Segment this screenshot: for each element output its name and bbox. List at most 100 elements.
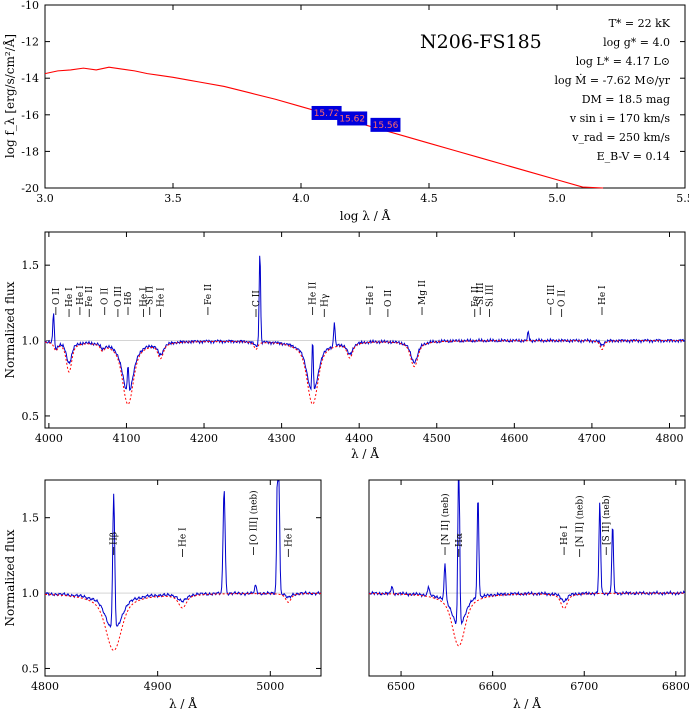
photometry-label: 15.72 (314, 109, 340, 119)
blue-spectrum-xtick-label: 4500 (423, 432, 451, 445)
halpha-line-id-label: He I (560, 525, 570, 545)
param-ebv: E_B-V = 0.14 (597, 150, 670, 163)
halpha-xtick-label: 6700 (570, 680, 598, 693)
hbeta-xlabel: λ / Å (169, 696, 197, 711)
photometry-label: 15.62 (339, 114, 365, 124)
blue-spectrum-line-id-label: He I (598, 285, 608, 305)
halpha-xtick-label: 6600 (479, 680, 507, 693)
blue-spectrum-line-id-label: O II (101, 287, 111, 305)
hbeta-panel: 4800 4900 5000 0.5 1.0 1.5 Hβ He I [O III] (neb… (3, 479, 322, 711)
blue-spectrum-line-id-label: Fe II (204, 284, 214, 305)
blue-spectrum-line-id-label: He I (157, 287, 167, 307)
blue-spectrum-ytick-label: 1.0 (22, 335, 40, 348)
photometry-box (337, 111, 368, 126)
blue-spectrum-line-id-label: He I (65, 287, 75, 307)
sed-frame (44, 4, 686, 189)
halpha-curves (368, 480, 686, 647)
sed-xlabel: log λ / Å (340, 208, 391, 223)
sed-xtick-label: 5.0 (548, 192, 566, 205)
blue-spectrum-panel: 4000 4100 4200 4300 4400 4500 4600 4700 4800 0.5 1… (3, 231, 686, 461)
blue-spectrum-xtick-label: 4600 (500, 432, 528, 445)
blue-spectrum-line-id-label: O II (558, 289, 568, 307)
halpha-frame (368, 479, 686, 677)
blue-spectrum-line-id-label: Si III (486, 284, 496, 307)
photometry-box (370, 117, 401, 132)
blue-spectrum-line-id-label: O III (114, 286, 124, 307)
halpha-xtick-label: 6800 (662, 680, 689, 693)
sed-model-curve (44, 66, 604, 189)
blue-spectrum-ytick-label: 1.5 (22, 259, 40, 272)
halpha-line-id-label: [S II] (neb) (601, 495, 612, 545)
blue-spectrum-xtick-label: 4700 (578, 432, 606, 445)
halpha-panel: 6500 6600 6700 6800 [N II] (neb) Hα He I [N II… (368, 479, 689, 711)
hbeta-ylabel: Normalized flux (3, 529, 17, 626)
blue-spectrum-xtick-label: 4000 (35, 432, 63, 445)
param-vrad: v_rad = 250 km/s (571, 131, 670, 144)
halpha-line-ids: [N II] (neb) Hα He I [N II] (neb) [S II] (ne… (440, 493, 612, 557)
blue-spectrum-line-id-label: He II (309, 281, 319, 305)
sed-ticks: 3.0 3.5 4.0 4.5 5.0 5.5 -20 -18 -16 -14 -12 -10 (21, 0, 689, 205)
hbeta-observed-spectrum (44, 480, 322, 629)
blue-spectrum-line-id-label: Mg II (418, 280, 428, 305)
sed-xtick-label: 5.5 (676, 192, 689, 205)
blue-spectrum-ytick-label: 0.5 (22, 410, 40, 423)
halpha-line-id-label: Hα (455, 533, 465, 547)
hbeta-ytick-label: 1.0 (22, 587, 40, 600)
sed-ytick-label: -10 (21, 0, 39, 12)
sed-xtick-label: 4.5 (420, 192, 438, 205)
hbeta-ticks: 4800 4900 5000 0.5 1.0 1.5 (22, 480, 321, 693)
hbeta-xtick-label: 4900 (144, 680, 172, 693)
hbeta-line-ids: Hβ He I [O III] (neb) He I (110, 490, 294, 557)
blue-spectrum-line-id-label: C II (252, 290, 262, 307)
hbeta-line-id-label: He I (178, 527, 188, 547)
blue-spectrum-xtick-label: 4800 (655, 432, 683, 445)
hbeta-model-spectrum (44, 592, 322, 651)
sed-ytick-label: -14 (21, 72, 39, 85)
blue-spectrum-model-spectrum (44, 340, 685, 405)
halpha-xlabel: λ / Å (513, 696, 541, 711)
blue-spectrum-line-id-label: He I (140, 287, 150, 307)
sed-xtick-label: 3.5 (164, 192, 182, 205)
sed-xtick-label: 3.0 (36, 192, 54, 205)
halpha-xtick-label: 6500 (387, 680, 415, 693)
hbeta-ytick-label: 0.5 (22, 662, 40, 675)
blue-spectrum-curves (44, 255, 686, 405)
blue-spectrum-line-id-label: Fe II (85, 286, 95, 307)
halpha-observed-spectrum (368, 480, 686, 626)
sed-title: N206-FS185 (420, 31, 542, 53)
hbeta-ytick-label: 1.5 (22, 512, 40, 525)
blue-spectrum-line-id-label: C III (547, 284, 557, 305)
blue-spectrum-line-id-label: Si II (146, 286, 156, 305)
photometry-box (311, 105, 342, 120)
param-teff: T* = 22 kK (609, 17, 671, 30)
sed-panel: 3.0 3.5 4.0 4.5 5.0 5.5 -20 -18 -16 -14 -12 -10 15.… (2, 0, 689, 223)
halpha-line-id-label: [N II] (neb) (440, 493, 451, 545)
halpha-ticks: 6500 6600 6700 6800 (387, 480, 689, 693)
blue-spectrum-line-ids: O II He I He I Fe II O II O III Hδ He ISi II He … (52, 280, 608, 317)
blue-spectrum-xlabel: λ / Å (351, 446, 379, 461)
sed-curves (44, 66, 604, 189)
hbeta-xtick-label: 5000 (256, 680, 284, 693)
param-dm: DM = 18.5 mag (582, 93, 670, 106)
param-vsini: v sin i = 170 km/s (569, 112, 670, 125)
param-mdot: log Ṁ = -7.62 M⊙/yr (554, 73, 670, 87)
param-logl: log L* = 4.17 L⊙ (576, 55, 670, 68)
blue-spectrum-line-id-label: O II (52, 287, 62, 305)
hbeta-line-id-label: He I (284, 527, 294, 547)
blue-spectrum-ticks: 4000 4100 4200 4300 4400 4500 4600 4700 4800 0.5 1… (22, 232, 685, 445)
halpha-line-id-label: [N II] (neb) (575, 495, 586, 547)
blue-spectrum-line-id-label: He I (76, 285, 86, 305)
blue-spectrum-ylabel: Normalized flux (3, 281, 17, 378)
blue-spectrum-line-id-label: He I (366, 285, 376, 305)
sed-ytick-label: -16 (21, 109, 39, 122)
blue-spectrum-line-id-label: O II (384, 289, 394, 307)
hbeta-line-id-label: Hβ (110, 532, 120, 545)
sed-ytick-label: -20 (21, 182, 39, 195)
sed-ytick-label: -12 (21, 36, 39, 49)
sed-xtick-label: 4.0 (292, 192, 310, 205)
blue-spectrum-line-id-label: Hγ (320, 294, 330, 307)
param-logg: log g* = 4.0 (603, 36, 670, 49)
hbeta-xtick-label: 4800 (31, 680, 59, 693)
